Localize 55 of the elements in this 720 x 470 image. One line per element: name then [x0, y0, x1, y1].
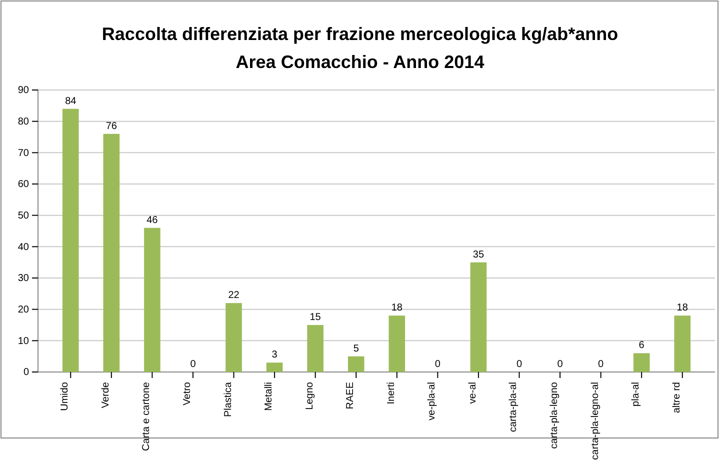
chart-title: Raccolta differenziata per frazione merceologica kg/ab*anno: [102, 24, 618, 44]
bar: [674, 316, 691, 372]
x-tick-label: Legno: [304, 382, 316, 410]
data-label: 76: [106, 120, 118, 132]
y-tick-label: 0: [23, 367, 30, 378]
x-tick-label: Vetro: [182, 382, 193, 406]
y-tick-label: 40: [18, 242, 30, 253]
chart-subtitle: Area Comacchio - Anno 2014: [236, 52, 484, 72]
bar: [307, 325, 324, 372]
x-tick-label: carta-pla-legno-al: [590, 382, 601, 460]
bar: [633, 353, 650, 372]
bar: [266, 362, 283, 372]
data-label: 18: [676, 302, 688, 314]
data-label: 0: [598, 359, 604, 370]
data-label: 84: [65, 96, 77, 107]
bar: [62, 108, 79, 372]
y-tick-label: 20: [18, 304, 30, 316]
data-label: 3: [272, 350, 278, 361]
data-label: 15: [310, 312, 322, 323]
y-tick-label: 10: [18, 336, 30, 347]
x-tick-label: Verde: [100, 382, 112, 408]
data-label: 6: [638, 340, 645, 352]
data-label: 0: [190, 359, 196, 370]
x-tick-label: carta-pla-al: [508, 382, 520, 432]
x-tick-label: Carta e cartone: [141, 382, 152, 451]
data-label: 0: [434, 359, 441, 370]
y-tick-label: 30: [18, 273, 30, 284]
bar: [103, 134, 120, 372]
x-tick-label: altre rd: [671, 382, 682, 414]
x-tick-label: carta-pla-legno: [549, 382, 560, 449]
bar: [388, 316, 406, 372]
x-tick-label: ve-pla-al: [426, 382, 438, 420]
y-tick-label: 50: [18, 210, 30, 222]
x-tick-label: ve-al: [467, 382, 478, 404]
data-label: 0: [557, 359, 564, 370]
x-tick-label: Inerti: [386, 382, 397, 404]
bar: [144, 228, 160, 372]
data-label: 0: [516, 359, 522, 370]
x-tick-label: RAEE: [345, 382, 356, 410]
y-tick-label: 60: [18, 179, 30, 190]
data-label: 18: [391, 302, 403, 314]
data-label: 46: [146, 214, 158, 226]
x-tick-label: Metalli: [264, 382, 275, 411]
y-tick-label: 80: [18, 116, 30, 128]
y-tick-label: 70: [18, 148, 30, 159]
bar: [470, 262, 487, 372]
x-tick-label: pla-al: [630, 382, 642, 406]
x-tick-label: Umido: [60, 382, 71, 411]
data-label: 5: [353, 343, 360, 354]
x-tick-label: Plastica: [222, 382, 234, 418]
y-tick-label: 90: [18, 85, 30, 96]
data-label: 22: [228, 290, 240, 302]
data-label: 35: [472, 249, 484, 260]
bar: [348, 356, 364, 372]
bar: [226, 303, 242, 372]
